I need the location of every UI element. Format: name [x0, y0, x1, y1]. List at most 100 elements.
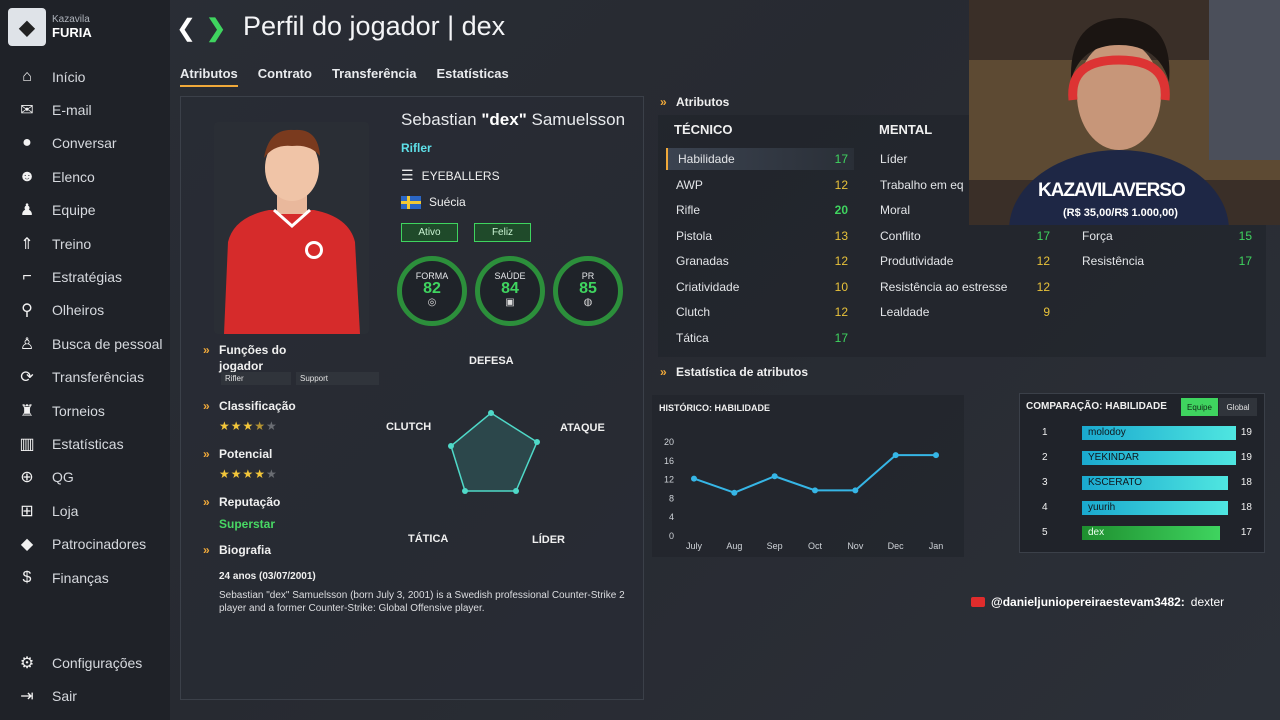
comparison-toggle-team[interactable]: Equipe [1181, 398, 1218, 416]
comparison-toggle-global[interactable]: Global [1219, 398, 1257, 416]
sidebar-item-label: Busca de pessoal [52, 335, 163, 352]
sidebar-item-loja[interactable]: ⊞ Loja [0, 494, 170, 527]
gun-icon: ⌐ [22, 268, 32, 286]
sidebar-item-e-mail[interactable]: ✉ E-mail [0, 93, 170, 126]
y-tick-label: 0 [669, 531, 674, 541]
sidebar-item-configura-es[interactable]: ⚙ Configurações [0, 646, 170, 679]
sidebar-item-torneios[interactable]: ♜ Torneios [0, 394, 170, 427]
sidebar-item-olheiros[interactable]: ⚲ Olheiros [0, 294, 170, 327]
comparison-bar: yuurih [1082, 501, 1228, 515]
comparison-value: 17 [1240, 527, 1252, 538]
sidebar-item-label: Sair [52, 688, 77, 705]
comparison-row[interactable]: 2 YEKINDAR 19 [1026, 451, 1256, 467]
sidebar-item-estrat-gias[interactable]: ⌐ Estratégias [0, 260, 170, 293]
potential-stars: ★★★★★ [219, 467, 278, 481]
player-country: Suécia [401, 195, 466, 209]
attribute-name: Tática [676, 330, 709, 345]
comparison-row[interactable]: 5 dex 17 [1026, 526, 1256, 542]
attribute-row[interactable]: Criatividade 10 [666, 276, 854, 298]
comparison-bar: molodoy [1082, 426, 1236, 440]
sidebar-item-label: Patrocinadores [52, 536, 147, 553]
sidebar-item-label: Equipe [52, 202, 96, 219]
attribute-row[interactable]: Resistência 17 [1072, 250, 1258, 272]
comparison-row[interactable]: 3 KSCERATO 18 [1026, 476, 1256, 492]
country-name: Suécia [429, 195, 466, 209]
sidebar-item-elenco[interactable]: ☻ Elenco [0, 160, 170, 193]
team-icon: ♟ [19, 202, 35, 220]
sidebar-item-label: Início [52, 68, 86, 85]
attributes-heading: Atributos [660, 95, 729, 109]
sidebar-item-in-cio[interactable]: ⌂ Início [0, 60, 170, 93]
tab-atributos[interactable]: Atributos [180, 66, 238, 87]
player-first-name: Sebastian [401, 110, 482, 129]
comparison-row[interactable]: 4 yuurih 18 [1026, 501, 1256, 517]
stream-channel-label: KAZAVILAVERSO [1038, 180, 1186, 201]
comparison-value: 19 [1240, 452, 1252, 463]
sidebar-item-treino[interactable]: ⇑ Treino [0, 227, 170, 260]
comparison-rank: 5 [1042, 527, 1048, 538]
brand-subtitle: Kazavila [52, 14, 90, 25]
attribute-value: 15 [1238, 228, 1252, 243]
sidebar-item-busca-de-pessoal[interactable]: ♙ Busca de pessoal [0, 327, 170, 360]
attribute-value: 12 [834, 177, 848, 192]
attribute-row[interactable]: Resistência ao estresse 12 [870, 276, 1056, 298]
sidebar-item-equipe[interactable]: ♟ Equipe [0, 194, 170, 227]
attribute-row[interactable]: Clutch 12 [666, 301, 854, 323]
functions-heading: Funções do jogador [203, 342, 309, 374]
attribute-name: Lealdade [880, 305, 930, 319]
attribute-row[interactable]: Tática 17 [666, 327, 854, 349]
attribute-name: Granadas [676, 254, 729, 268]
sidebar-item-transfer-ncias[interactable]: ⟳ Transferências [0, 361, 170, 394]
sidebar-item-qg[interactable]: ⊕ QG [0, 461, 170, 494]
attribute-value: 10 [834, 279, 848, 294]
sidebar-item-finan-as[interactable]: $ Finanças [0, 561, 170, 594]
attribute-name: Moral [880, 203, 911, 217]
data-point [892, 452, 899, 459]
attribute-row[interactable]: Habilidade 17 [666, 148, 854, 170]
health-label: SAÚDE [494, 271, 526, 281]
attribute-row[interactable]: Rifle 20 [666, 199, 854, 221]
attribute-row[interactable]: Líder [870, 148, 1056, 170]
tab-transferencia[interactable]: Transferência [331, 66, 417, 81]
home-icon: ⌂ [22, 67, 32, 85]
attribute-row[interactable]: Trabalho em eq [870, 174, 1056, 196]
sidebar-item-label: Conversar [52, 135, 117, 152]
attribute-row[interactable]: AWP 12 [666, 174, 854, 196]
sidebar-item-estat-sticas[interactable]: ▥ Estatísticas [0, 427, 170, 460]
attribute-value: 12 [1036, 254, 1050, 268]
sidebar-item-label: Transferências [52, 369, 145, 386]
attribute-row[interactable]: Força 15 [1072, 225, 1258, 247]
back-arrow-icon[interactable]: ❮ [176, 15, 197, 42]
webcam-overlay [969, 0, 1280, 225]
mail-icon: ✉ [20, 102, 34, 120]
diamond-icon: ◆ [20, 536, 34, 554]
series-line [693, 454, 936, 494]
attribute-row[interactable]: Conflito 17 [870, 225, 1056, 247]
forward-arrow-icon[interactable]: ❯ [206, 15, 227, 42]
attribute-name: Líder [880, 152, 908, 166]
radar-label-defesa: DEFESA [469, 355, 514, 367]
sidebar-item-sair[interactable]: ⇥ Sair [0, 679, 170, 712]
sidebar-nav: ⌂ Início ✉ E-mail ● Conversar ☻ Elenco ♟ Equipe ⇑ T… [0, 60, 170, 594]
sidebar-item-patrocinadores[interactable]: ◆ Patrocinadores [0, 527, 170, 560]
player-team[interactable]: ☰ EYEBALLERS [401, 167, 500, 184]
sidebar-item-conversar[interactable]: ● Conversar [0, 127, 170, 160]
comparison-row[interactable]: 1 molodoy 19 [1026, 426, 1256, 442]
comparison-value: 19 [1240, 427, 1252, 438]
player-role: Rifler [401, 141, 432, 155]
tab-estatisticas[interactable]: Estatísticas [436, 66, 509, 81]
player-last-name: Samuelsson [526, 110, 626, 129]
youtube-icon [971, 597, 985, 607]
attribute-row[interactable]: Produtividade 12 [870, 250, 1056, 272]
comparison-value: 18 [1240, 502, 1252, 513]
sidebar-item-label: Torneios [52, 402, 105, 419]
attribute-row[interactable]: Granadas 12 [666, 250, 854, 272]
person-search-icon: ♙ [19, 335, 35, 353]
attribute-row[interactable]: Pistola 13 [666, 225, 854, 247]
attribute-row[interactable]: Lealdade 9 [870, 301, 1056, 323]
radar-label-tatica: TÁTICA [408, 533, 449, 545]
comparison-title: COMPARAÇÃO: HABILIDADE [1026, 401, 1167, 412]
brand-name: FURIA [52, 25, 92, 40]
tab-contrato[interactable]: Contrato [257, 66, 312, 81]
x-tick-label: Nov [847, 541, 864, 551]
